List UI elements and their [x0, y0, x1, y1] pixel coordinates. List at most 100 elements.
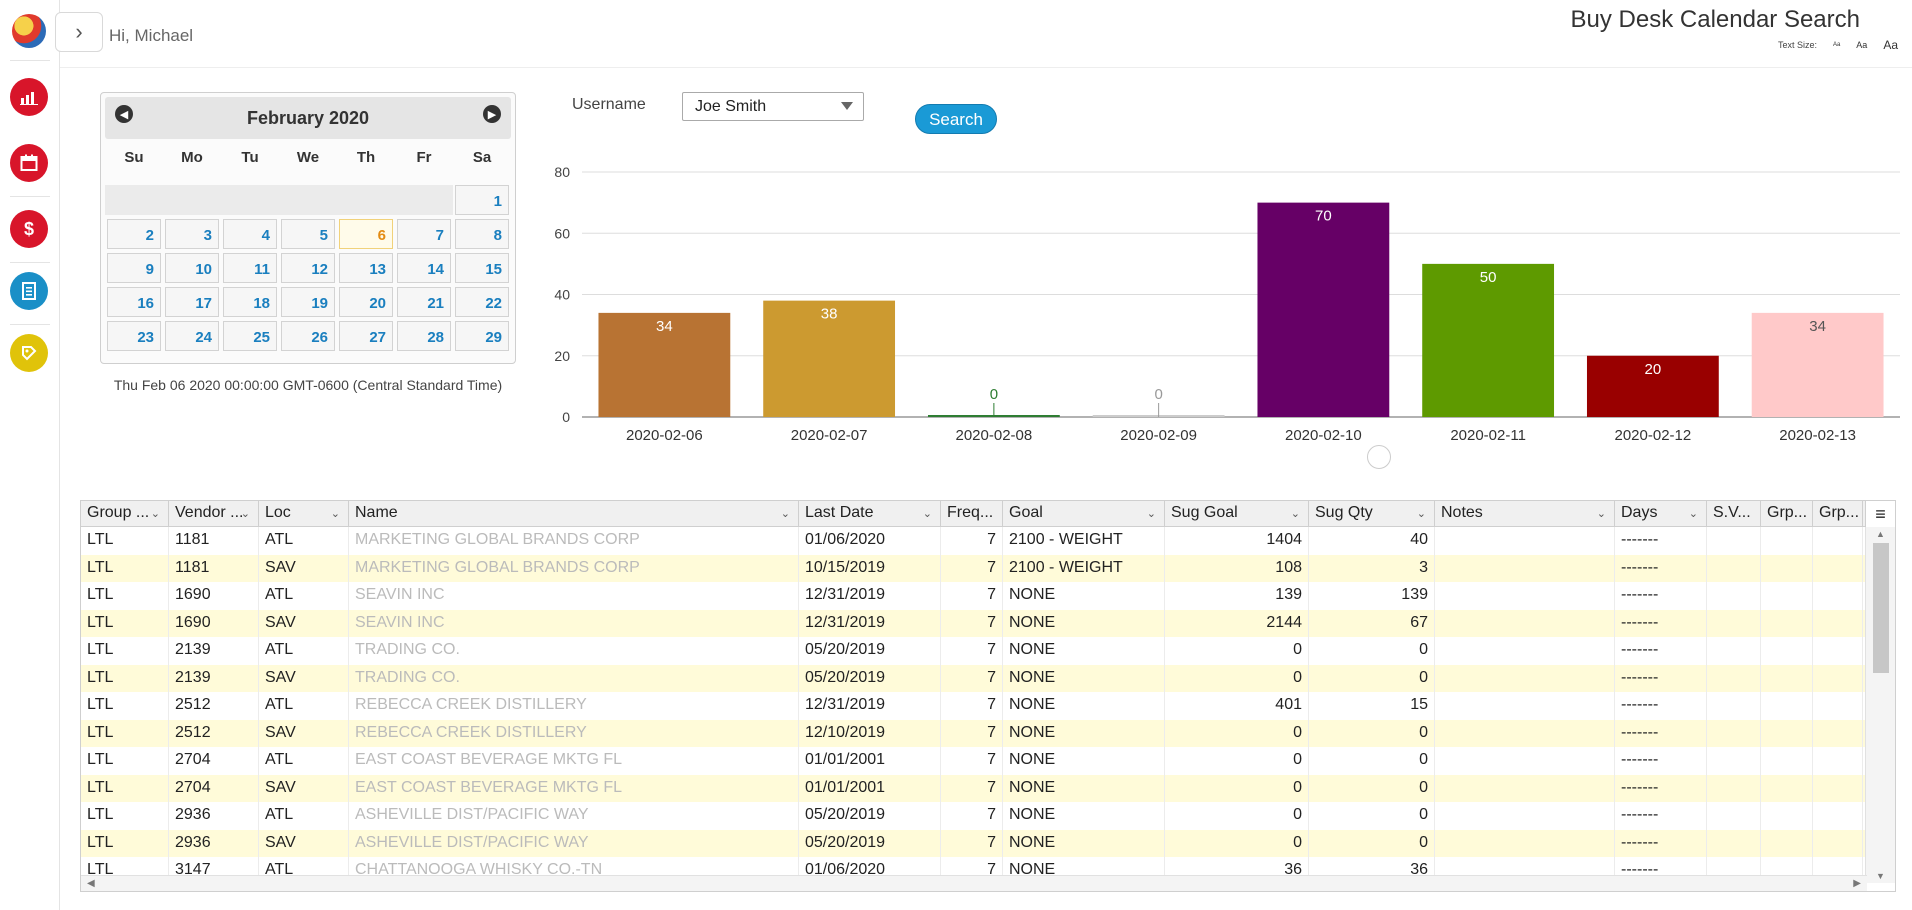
calendar-day[interactable]: 5	[281, 219, 335, 249]
calendar-day[interactable]: 28	[397, 321, 451, 351]
calendar-day[interactable]: 3	[165, 219, 219, 249]
column-header[interactable]: Sug Goal ⌄	[1165, 501, 1309, 527]
scroll-down-icon[interactable]: ▼	[1876, 871, 1885, 881]
weekday-label: Mo	[181, 149, 203, 166]
column-menu-icon[interactable]: ≡	[1865, 501, 1895, 527]
calendar-day[interactable]: 17	[165, 287, 219, 317]
sort-caret-icon[interactable]: ⌄	[330, 508, 340, 520]
dollar-icon[interactable]: $	[10, 210, 48, 248]
calendar-day[interactable]: 7	[397, 219, 451, 249]
calendar-day[interactable]: 14	[397, 253, 451, 283]
table-row[interactable]: LTL 1181 SAV MARKETING GLOBAL BRANDS CORP 10…	[81, 554, 1865, 582]
sort-caret-icon[interactable]: ⌄	[922, 508, 932, 520]
username-select[interactable]: Joe Smith	[682, 92, 864, 121]
divider	[10, 262, 50, 263]
date-picker: February 2020 ◀ ▶ Su Mo Tu We Th Fr Sa 1…	[100, 92, 516, 364]
calendar-day[interactable]: 10	[165, 253, 219, 283]
table-row[interactable]: LTL 1690 ATL SEAVIN INC 12/31/2019 7 NONE 139 13…	[81, 582, 1865, 610]
column-header[interactable]: Days ⌄	[1615, 501, 1707, 527]
sort-caret-icon[interactable]: ⌄	[1146, 508, 1156, 520]
column-header[interactable]: S.V...	[1707, 501, 1761, 527]
column-header[interactable]: Group ... ⌄	[81, 501, 169, 527]
next-month-icon[interactable]: ▶	[483, 105, 501, 123]
calendar-day[interactable]: 23	[107, 321, 161, 351]
sort-caret-icon[interactable]: ⌄	[1290, 508, 1300, 520]
calendar-day-selected[interactable]: 6	[339, 219, 393, 249]
calendar-day[interactable]: 19	[281, 287, 335, 317]
text-size-medium[interactable]: Aa	[1856, 40, 1868, 50]
search-button[interactable]: Search	[915, 104, 997, 134]
column-header[interactable]: Grp...	[1813, 501, 1863, 527]
calendar-day[interactable]: 11	[223, 253, 277, 283]
table-row[interactable]: LTL 1181 ATL MARKETING GLOBAL BRANDS CORP 01…	[81, 527, 1865, 555]
text-size-large[interactable]: Aa	[1883, 38, 1898, 52]
column-header[interactable]: Notes ⌄	[1435, 501, 1615, 527]
column-header[interactable]: Sug Qty ⌄	[1309, 501, 1435, 527]
table-row[interactable]: LTL 2512 ATL REBECCA CREEK DISTILLERY 12/31/…	[81, 692, 1865, 720]
scroll-thumb[interactable]	[1873, 543, 1889, 673]
calendar-empty-cell	[279, 185, 337, 215]
calendar-days: 1 2 3 4 5 6 7 8 9 10 11 12 13 14 15 16 17 18 19 20 21 22 23 24 2…	[105, 183, 511, 353]
table-row[interactable]: LTL 3147 ATL CHATTANOOGA WHISKY CO.-TN 01/06…	[81, 857, 1865, 885]
table-row[interactable]: LTL 2936 SAV ASHEVILLE DIST/PACIFIC WAY 05/2…	[81, 829, 1865, 857]
horizontal-scrollbar[interactable]: ◀ ▶	[81, 875, 1867, 891]
text-size-small[interactable]: Aa	[1832, 42, 1841, 48]
document-icon[interactable]	[10, 272, 48, 310]
calendar-day[interactable]: 16	[107, 287, 161, 317]
calendar-day[interactable]: 26	[281, 321, 335, 351]
table-cell: LTL	[81, 664, 169, 692]
vertical-scrollbar[interactable]: ▲ ▼	[1865, 527, 1895, 883]
calendar-day[interactable]: 1	[455, 185, 509, 215]
table-row[interactable]: LTL 2512 SAV REBECCA CREEK DISTILLERY 12/10/…	[81, 719, 1865, 747]
calendar-day[interactable]: 8	[455, 219, 509, 249]
column-header[interactable]: Freq...	[941, 501, 1003, 527]
prev-month-icon[interactable]: ◀	[115, 105, 133, 123]
calendar-day[interactable]: 9	[107, 253, 161, 283]
table-row[interactable]: LTL 2139 SAV TRADING CO. 05/20/2019 7 NONE 0 0 --…	[81, 664, 1865, 692]
chart-icon[interactable]	[10, 78, 48, 116]
table-row[interactable]: LTL 2139 ATL TRADING CO. 05/20/2019 7 NONE 0 0 --…	[81, 637, 1865, 665]
column-header[interactable]: Loc ⌄	[259, 501, 349, 527]
calendar-day[interactable]: 4	[223, 219, 277, 249]
calendar-day[interactable]: 21	[397, 287, 451, 317]
table-row[interactable]: LTL 1690 SAV SEAVIN INC 12/31/2019 7 NONE 2144 6…	[81, 609, 1865, 637]
table-row[interactable]: LTL 2704 SAV EAST COAST BEVERAGE MKTG FL 01/…	[81, 774, 1865, 802]
calendar-day[interactable]: 24	[165, 321, 219, 351]
calendar-icon[interactable]	[10, 144, 48, 182]
table-cell: -------	[1615, 637, 1707, 665]
sort-caret-icon[interactable]: ⌄	[1688, 508, 1698, 520]
sidebar-toggle-button[interactable]: ›	[55, 12, 103, 52]
table-cell	[1813, 527, 1863, 555]
table-cell: 7	[941, 554, 1003, 582]
data-label: 34	[1809, 318, 1826, 335]
column-header[interactable]: Last Date ⌄	[799, 501, 941, 527]
table-row[interactable]: LTL 2936 ATL ASHEVILLE DIST/PACIFIC WAY 05/2…	[81, 802, 1865, 830]
scroll-up-icon[interactable]: ▲	[1876, 529, 1885, 539]
table-cell: SAV	[259, 664, 349, 692]
calendar-day[interactable]: 27	[339, 321, 393, 351]
calendar-day[interactable]: 25	[223, 321, 277, 351]
scroll-right-icon[interactable]: ▶	[1853, 878, 1861, 889]
calendar-day[interactable]: 15	[455, 253, 509, 283]
column-header[interactable]: Grp...	[1761, 501, 1813, 527]
sort-caret-icon[interactable]: ⌄	[1416, 508, 1426, 520]
sort-caret-icon[interactable]: ⌄	[780, 508, 790, 520]
tag-icon[interactable]	[10, 334, 48, 372]
column-header[interactable]: Vendor ... ⌄	[169, 501, 259, 527]
sort-caret-icon[interactable]: ⌄	[1596, 508, 1606, 520]
table-cell: -------	[1615, 664, 1707, 692]
calendar-day[interactable]: 2	[107, 219, 161, 249]
calendar-day[interactable]: 29	[455, 321, 509, 351]
scroll-left-icon[interactable]: ◀	[87, 878, 95, 889]
calendar-day[interactable]: 18	[223, 287, 277, 317]
calendar-day[interactable]: 12	[281, 253, 335, 283]
column-header[interactable]: Goal ⌄	[1003, 501, 1165, 527]
sort-caret-icon[interactable]: ⌄	[150, 508, 160, 520]
calendar-day[interactable]: 22	[455, 287, 509, 317]
table-row[interactable]: LTL 2704 ATL EAST COAST BEVERAGE MKTG FL 01/…	[81, 747, 1865, 775]
calendar-day[interactable]: 13	[339, 253, 393, 283]
app-logo[interactable]	[12, 14, 46, 48]
calendar-day[interactable]: 20	[339, 287, 393, 317]
sort-caret-icon[interactable]: ⌄	[240, 508, 250, 520]
column-header[interactable]: Name ⌄	[349, 501, 799, 527]
